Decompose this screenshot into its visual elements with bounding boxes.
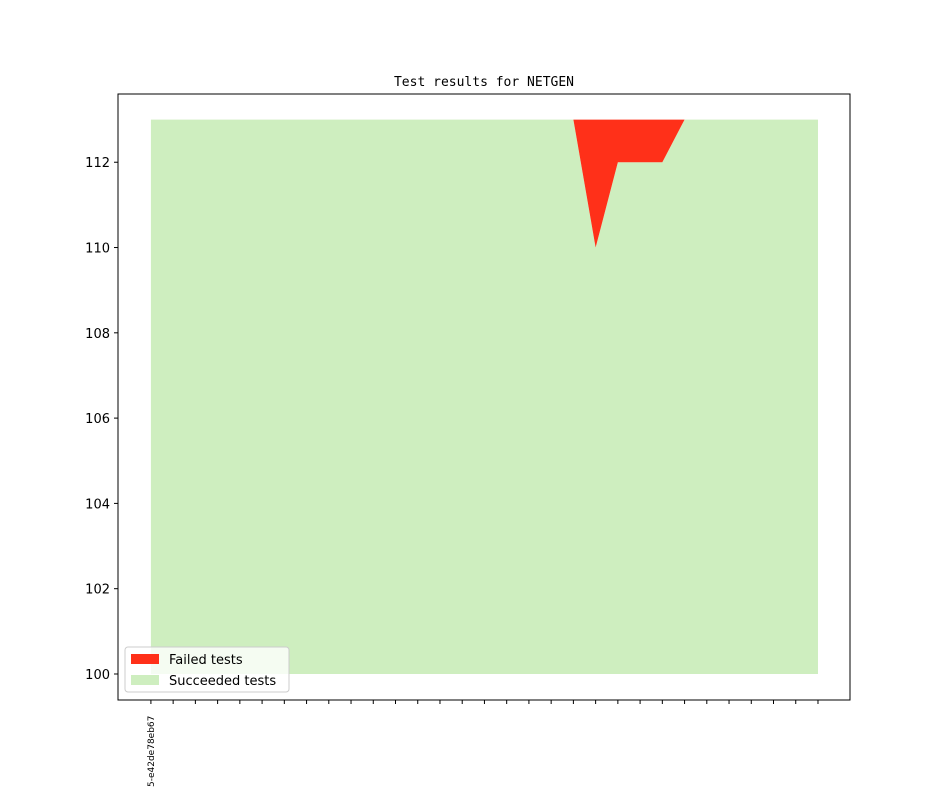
y-tick-label: 108 [85, 327, 110, 342]
chart-title: Test results for NETGEN [394, 75, 574, 90]
legend-label: Failed tests [169, 653, 243, 668]
y-tick-label: 100 [85, 668, 110, 683]
area-failed [150, 119, 818, 248]
legend-swatch [131, 654, 159, 664]
x-tick-label: 5-e42de78eb67 [147, 716, 157, 787]
area-succeeded [150, 119, 818, 674]
y-tick-label: 104 [85, 497, 110, 512]
y-tick-label: 106 [85, 412, 110, 427]
y-tick-label: 110 [85, 242, 110, 257]
legend-swatch [131, 675, 159, 685]
y-tick-label: 112 [85, 156, 110, 171]
legend-label: Succeeded tests [169, 674, 276, 689]
legend-box [124, 646, 290, 693]
y-tick-label: 102 [85, 583, 110, 598]
